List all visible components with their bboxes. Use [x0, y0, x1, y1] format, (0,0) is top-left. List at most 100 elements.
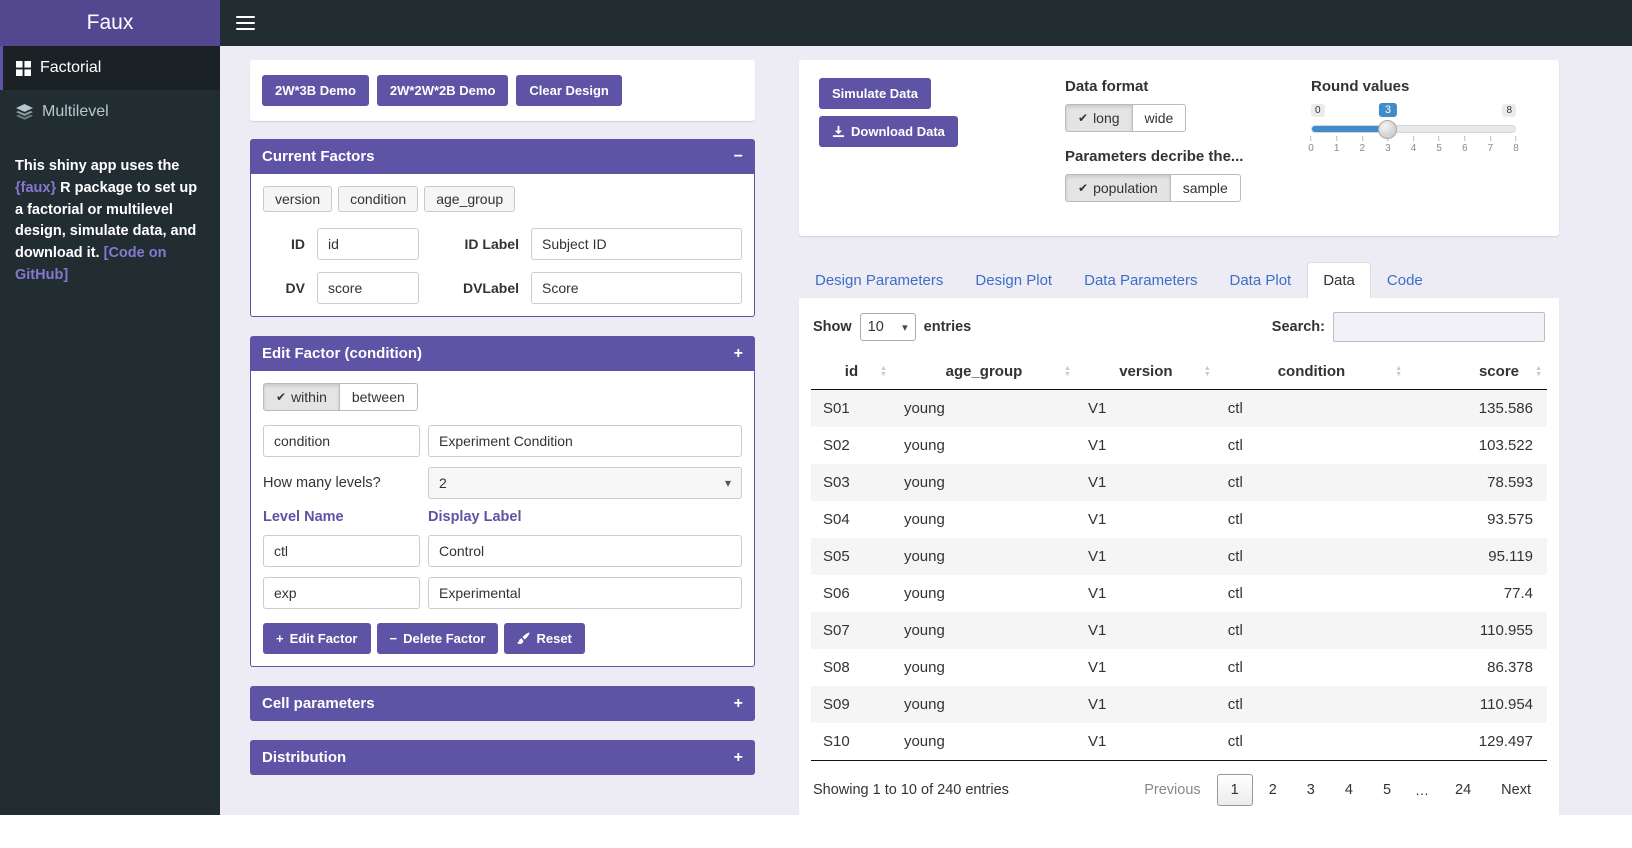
- column-header-id[interactable]: id ▲ ▼: [811, 354, 892, 390]
- reset-button[interactable]: Reset: [504, 623, 585, 654]
- factor-chips: version condition age_group: [263, 186, 742, 212]
- sort-icon: ▲ ▼: [880, 364, 887, 378]
- dv-display-label-input[interactable]: [531, 272, 742, 304]
- cell-score: 110.954: [1479, 696, 1533, 713]
- table-row: S08 young V1 ctl 86.378: [811, 649, 1547, 686]
- collapse-icon[interactable]: −: [733, 147, 743, 165]
- expand-icon[interactable]: +: [733, 748, 743, 766]
- factor-name-input[interactable]: [263, 425, 420, 457]
- id-display-label-input[interactable]: [531, 228, 742, 260]
- cell-id: S04: [823, 511, 850, 528]
- cell-age-group: young: [891, 723, 1076, 761]
- page-button[interactable]: 24: [1455, 782, 1472, 798]
- expand-icon[interactable]: +: [733, 694, 743, 712]
- sample-option[interactable]: sample: [1169, 174, 1241, 202]
- wide-option[interactable]: wide: [1131, 104, 1187, 132]
- level-name-input[interactable]: [263, 535, 420, 567]
- cell-version: V1: [1087, 622, 1107, 639]
- level-label-input[interactable]: [428, 535, 742, 567]
- slider-max-label: 8: [1502, 104, 1516, 117]
- download-data-button[interactable]: Download Data: [819, 116, 958, 147]
- cell-condition: ctl: [1227, 400, 1243, 417]
- slider-ticks: 0 1 2 3 4 5 6 7 8: [1308, 136, 1519, 158]
- next-page-button[interactable]: Next: [1501, 782, 1531, 798]
- column-header-score[interactable]: score ▲ ▼: [1407, 354, 1547, 390]
- option-label: wide: [1144, 110, 1174, 126]
- table-info: Showing 1 to 10 of 240 entries: [813, 782, 1009, 798]
- demo-2w3b-button[interactable]: 2W*3B Demo: [262, 75, 369, 106]
- clear-design-button[interactable]: Clear Design: [516, 75, 622, 106]
- cell-id: S06: [823, 585, 850, 602]
- tab-design-plot[interactable]: Design Plot: [975, 272, 1053, 289]
- github-code-link[interactable]: [Code on GitHub]: [15, 245, 167, 283]
- data-table: id ▲ ▼ age_group ▲ ▼ version ▲ ▼ condition ▲ ▼ s…: [811, 354, 1547, 761]
- page-button[interactable]: 1: [1216, 774, 1253, 806]
- distribution-header[interactable]: Distribution +: [250, 740, 755, 775]
- column-header-version[interactable]: version ▲ ▼: [1075, 354, 1216, 390]
- sidebar-item-factorial[interactable]: Factorial: [0, 46, 220, 90]
- demo-2w2w2b-button[interactable]: 2W*2W*2B Demo: [376, 75, 509, 106]
- dv-input[interactable]: [317, 272, 419, 304]
- cell-age-group: young: [903, 400, 945, 417]
- cell-age-group: young: [903, 511, 945, 528]
- between-option[interactable]: between: [338, 383, 418, 411]
- slider-fill: [1312, 126, 1389, 132]
- page-button[interactable]: 2: [1268, 782, 1277, 798]
- expand-icon[interactable]: +: [733, 344, 743, 362]
- previous-page-button[interactable]: Previous: [1144, 782, 1201, 798]
- column-header-condition[interactable]: condition ▲ ▼: [1215, 354, 1408, 390]
- cell-parameters-header[interactable]: Cell parameters +: [250, 686, 755, 721]
- factor-display-input[interactable]: [428, 425, 742, 457]
- factor-chip-version[interactable]: version: [263, 186, 333, 212]
- option-label: between: [351, 389, 405, 405]
- slider-track[interactable]: [1311, 120, 1516, 139]
- menu-icon[interactable]: [236, 16, 256, 31]
- show-label: Show: [813, 319, 852, 335]
- edit-factor-header[interactable]: Edit Factor (condition) +: [250, 336, 755, 371]
- cell-version: V1: [1075, 723, 1216, 761]
- pagination: Previous 1 2 3 4 5 … 24 Next: [1128, 774, 1545, 806]
- brush-icon: [517, 632, 531, 645]
- within-option[interactable]: ✔ within: [263, 383, 340, 411]
- cell-version: V1: [1087, 548, 1107, 565]
- cell-id: S03: [823, 474, 850, 491]
- page-button[interactable]: 4: [1344, 782, 1353, 798]
- level-label-input[interactable]: [428, 577, 742, 609]
- demo-buttons-card: 2W*3B Demo 2W*2W*2B Demo Clear Design: [250, 60, 755, 121]
- page-length-select[interactable]: 10 ▾: [859, 313, 916, 341]
- search-input[interactable]: [1333, 312, 1545, 342]
- cell-id: S01: [823, 400, 850, 417]
- simulate-data-button[interactable]: Simulate Data: [819, 78, 931, 109]
- tab-data-parameters[interactable]: Data Parameters: [1084, 272, 1198, 289]
- sidebar-item-multilevel[interactable]: Multilevel: [0, 90, 220, 134]
- factor-chip-age-group[interactable]: age_group: [424, 186, 516, 212]
- delete-factor-button[interactable]: − Delete Factor: [376, 623, 499, 654]
- page-button[interactable]: 5: [1382, 782, 1392, 798]
- app-logo[interactable]: Faux: [0, 0, 220, 46]
- check-icon: ✔: [1078, 111, 1089, 125]
- tab-data[interactable]: Data: [1307, 262, 1371, 298]
- factor-chip-condition[interactable]: condition: [338, 186, 419, 212]
- id-input[interactable]: [317, 228, 419, 260]
- tab-design-parameters[interactable]: Design Parameters: [815, 272, 944, 289]
- round-values-slider: 0 8 3 0 1 2 3 4 5 6: [1308, 103, 1519, 158]
- cell-score: 78.593: [1487, 474, 1533, 491]
- panel-title: Current Factors: [262, 148, 375, 165]
- tab-code[interactable]: Code: [1386, 272, 1423, 289]
- slider-handle[interactable]: [1378, 120, 1398, 139]
- about-text: This shiny app uses the: [15, 158, 180, 174]
- current-factors-header[interactable]: Current Factors −: [250, 139, 755, 174]
- id-label-label: ID Label: [464, 236, 519, 252]
- population-option[interactable]: ✔ population: [1065, 174, 1171, 202]
- long-option[interactable]: ✔ long: [1065, 104, 1133, 132]
- levels-select[interactable]: 2 ▾: [428, 467, 742, 499]
- edit-factor-button[interactable]: + Edit Factor: [263, 623, 371, 654]
- level-name-input[interactable]: [263, 577, 420, 609]
- cell-id: S05: [823, 548, 850, 565]
- page-button[interactable]: 3: [1306, 782, 1315, 798]
- tab-data-plot[interactable]: Data Plot: [1229, 272, 1292, 289]
- caret-down-icon: ▾: [902, 321, 908, 334]
- cell-version: V1: [1087, 585, 1107, 602]
- faux-package-link[interactable]: {faux}: [15, 179, 57, 196]
- column-header-age-group[interactable]: age_group ▲ ▼: [891, 354, 1076, 390]
